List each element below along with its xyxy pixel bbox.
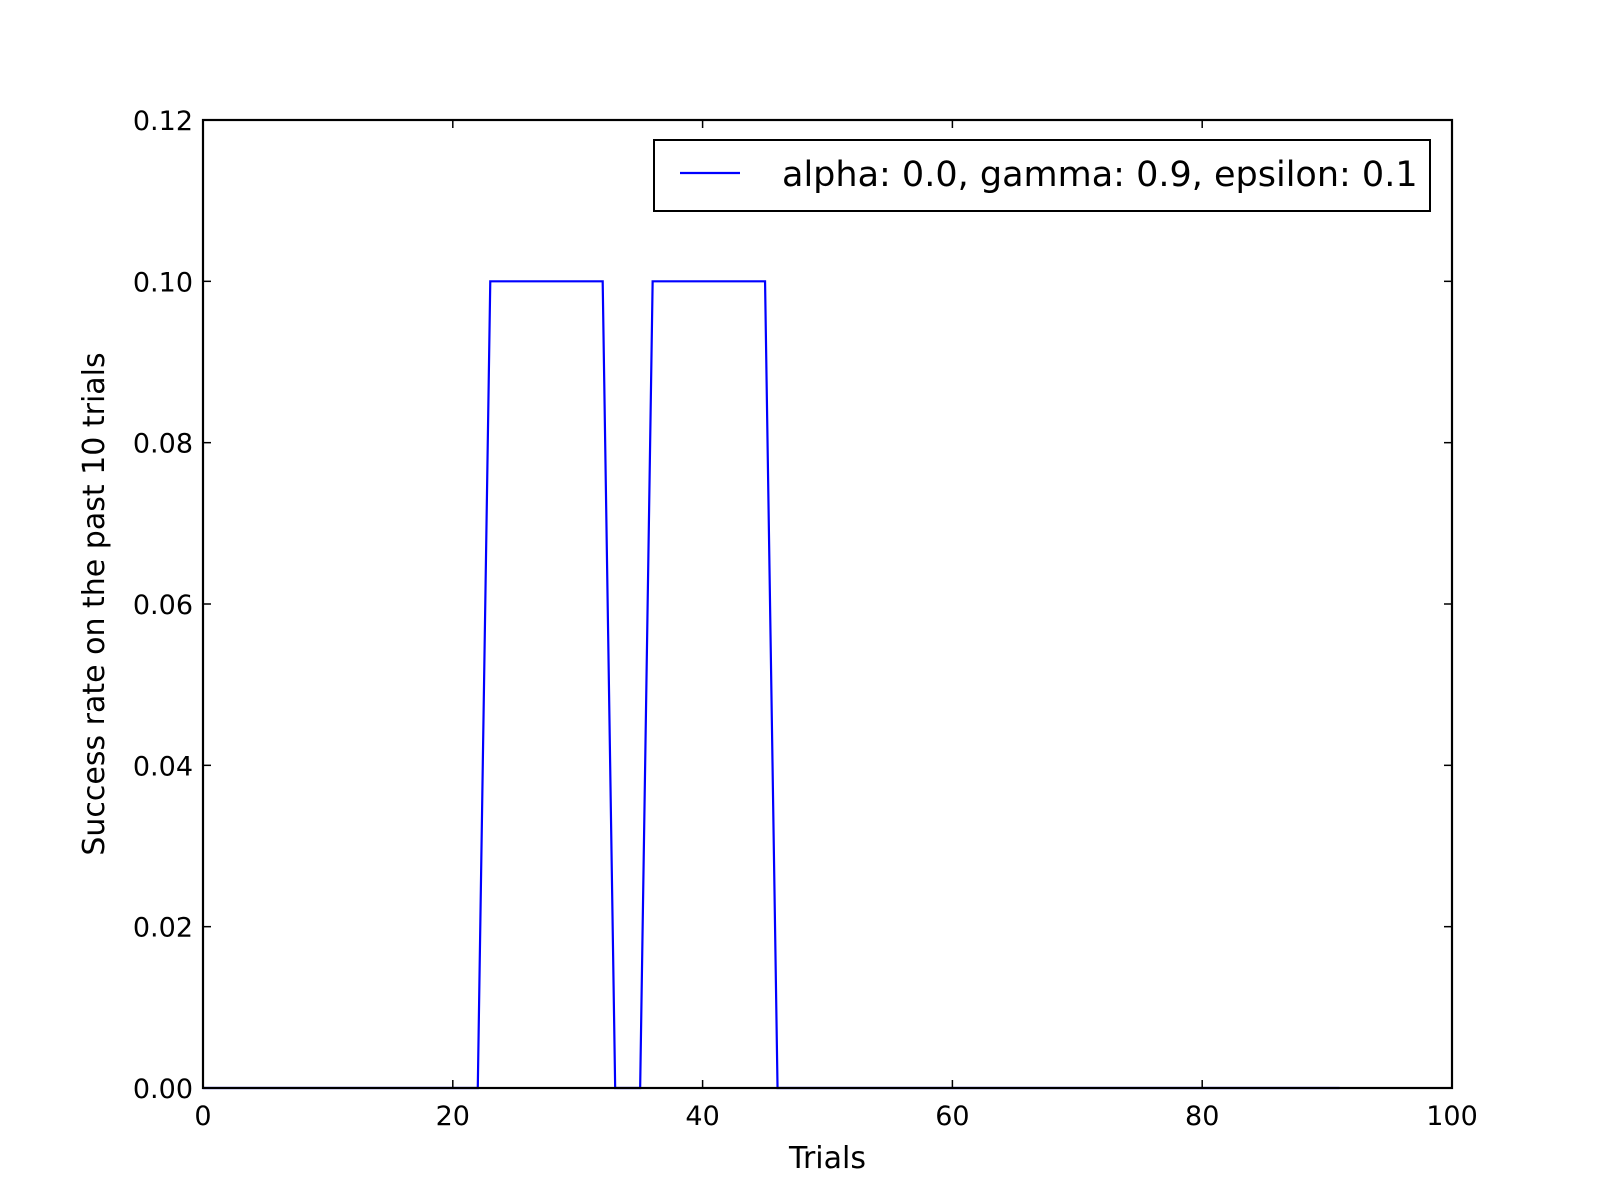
- x-tick-label: 0: [194, 1101, 211, 1132]
- y-tick-label: 0.02: [133, 913, 193, 944]
- axes-frame: [201, 118, 1454, 1090]
- tick-labels: 0 20 40 60 80 100 0.00 0.02 0.04 0.06 0.08 0.10 0.12: [133, 106, 1478, 1132]
- x-tick-label: 20: [436, 1101, 470, 1132]
- legend: alpha: 0.0, gamma: 0.9, epsilon: 0.1: [653, 139, 1431, 212]
- x-tick-label: 80: [1185, 1101, 1219, 1132]
- y-tick-label: 0.08: [133, 429, 193, 460]
- x-tick-label: 40: [685, 1101, 719, 1132]
- y-tick-label: 0.00: [133, 1074, 193, 1105]
- y-axis-label: Success rate on the past 10 trials: [77, 352, 112, 855]
- series-line-0: [203, 280, 1340, 1090]
- x-tick-label: 60: [935, 1101, 969, 1132]
- x-tick-label: 100: [1426, 1101, 1478, 1132]
- y-tick-label: 0.12: [133, 106, 193, 137]
- legend-label: alpha: 0.0, gamma: 0.9, epsilon: 0.1: [782, 155, 1418, 195]
- plot-series: [202, 280, 1340, 1090]
- y-tick-label: 0.04: [133, 751, 193, 782]
- legend-box: [653, 139, 1431, 212]
- y-tick-label: 0.06: [133, 590, 193, 621]
- ticks: [202, 119, 1453, 1089]
- x-axis-label: Trials: [788, 1141, 866, 1176]
- y-tick-label: 0.10: [133, 267, 193, 298]
